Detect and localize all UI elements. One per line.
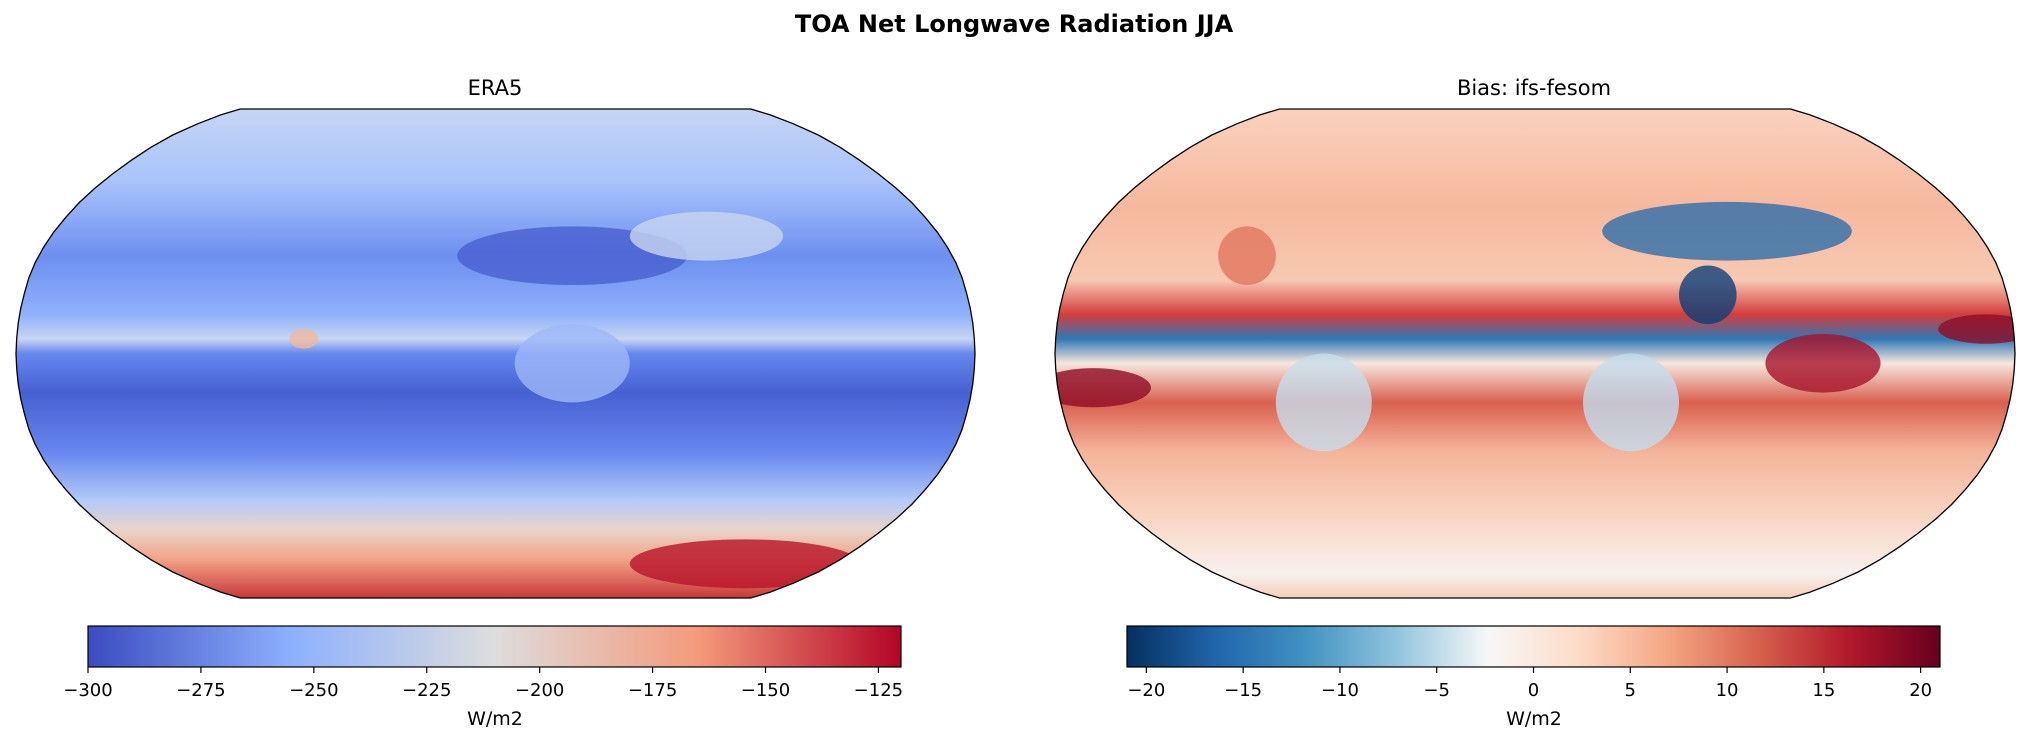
left-panel-title: ERA5 — [467, 76, 523, 100]
right-colorbar — [1126, 625, 1941, 668]
colorbar-tick-label: −125 — [853, 680, 904, 701]
colorbar-tick-label: −150 — [740, 680, 791, 701]
bias-map — [1055, 109, 2015, 598]
colorbar-tick-label: −15 — [1224, 680, 1263, 701]
right-panel-title: Bias: ifs-fesom — [1456, 76, 1612, 100]
figure-title: TOA Net Longwave Radiation JJA — [794, 10, 1234, 38]
colorbar-tick-label: 5 — [1624, 680, 1636, 701]
colorbar-tick-label: −275 — [176, 680, 226, 701]
colorbar-tick-label: −250 — [289, 680, 339, 701]
left-colorbar-label: W/m2 — [467, 708, 523, 730]
colorbar-tick-label: −200 — [514, 680, 565, 701]
colorbar-tick-label: −225 — [402, 680, 452, 701]
era5-map — [16, 109, 975, 598]
colorbar-tick-label: 15 — [1812, 680, 1836, 701]
map-boundary — [15, 108, 976, 599]
colorbar-tick-label: −300 — [63, 680, 113, 701]
map-boundary — [1054, 108, 2016, 599]
left-colorbar — [87, 625, 902, 668]
colorbar-tick-label: −10 — [1320, 680, 1359, 701]
colorbar-tick-label: −5 — [1423, 680, 1450, 701]
colorbar-tick-label: −175 — [627, 680, 678, 701]
right-colorbar-label: W/m2 — [1506, 708, 1562, 730]
colorbar-tick-label: 10 — [1715, 680, 1739, 701]
colorbar-tick-label: 20 — [1909, 680, 1933, 701]
colorbar-tick-label: −20 — [1127, 680, 1166, 701]
colorbar-tick-label: 0 — [1527, 680, 1540, 701]
